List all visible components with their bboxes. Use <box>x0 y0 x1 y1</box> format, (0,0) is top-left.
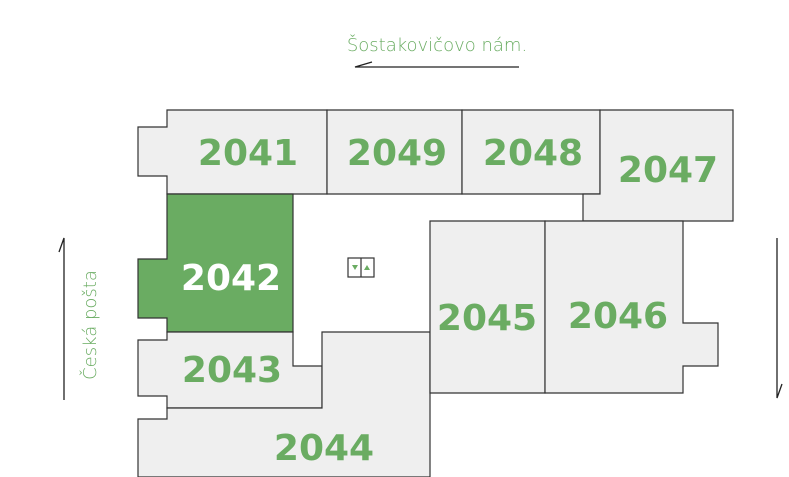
room[interactable]: 2046 <box>544 220 719 394</box>
direction-arrow <box>354 61 519 68</box>
room-label: 2049 <box>347 133 447 174</box>
room-label: 2042 <box>181 258 281 299</box>
room-label: 2046 <box>568 296 668 337</box>
room[interactable]: 2041 <box>137 109 328 195</box>
street-label: Česká pošta <box>79 270 101 380</box>
elevator-icon <box>347 257 375 278</box>
room[interactable]: 2049 <box>326 109 463 195</box>
room-label: 2044 <box>274 428 374 469</box>
room-label: 2045 <box>437 298 537 339</box>
room[interactable]: 2048 <box>461 109 601 195</box>
room-shape <box>544 220 719 394</box>
rooms: 2041 2049 2048 2047 2042 2043 2044 2045 2046 <box>137 109 734 477</box>
direction-arrow <box>58 237 65 400</box>
street-label: Šostakovičovo nám. <box>347 34 527 56</box>
direction-arrow <box>776 238 783 399</box>
room-shape <box>137 193 294 333</box>
room[interactable]: 2047 <box>582 109 734 222</box>
room[interactable]: 2045 <box>429 220 546 394</box>
room-label: 2041 <box>198 133 298 174</box>
room-label: 2047 <box>618 150 718 191</box>
room[interactable]: 2044 <box>137 331 431 477</box>
room-label: 2043 <box>182 350 282 391</box>
room[interactable]: 2042 <box>137 193 294 333</box>
room[interactable]: 2043 <box>137 331 323 409</box>
room-label: 2048 <box>483 133 583 174</box>
